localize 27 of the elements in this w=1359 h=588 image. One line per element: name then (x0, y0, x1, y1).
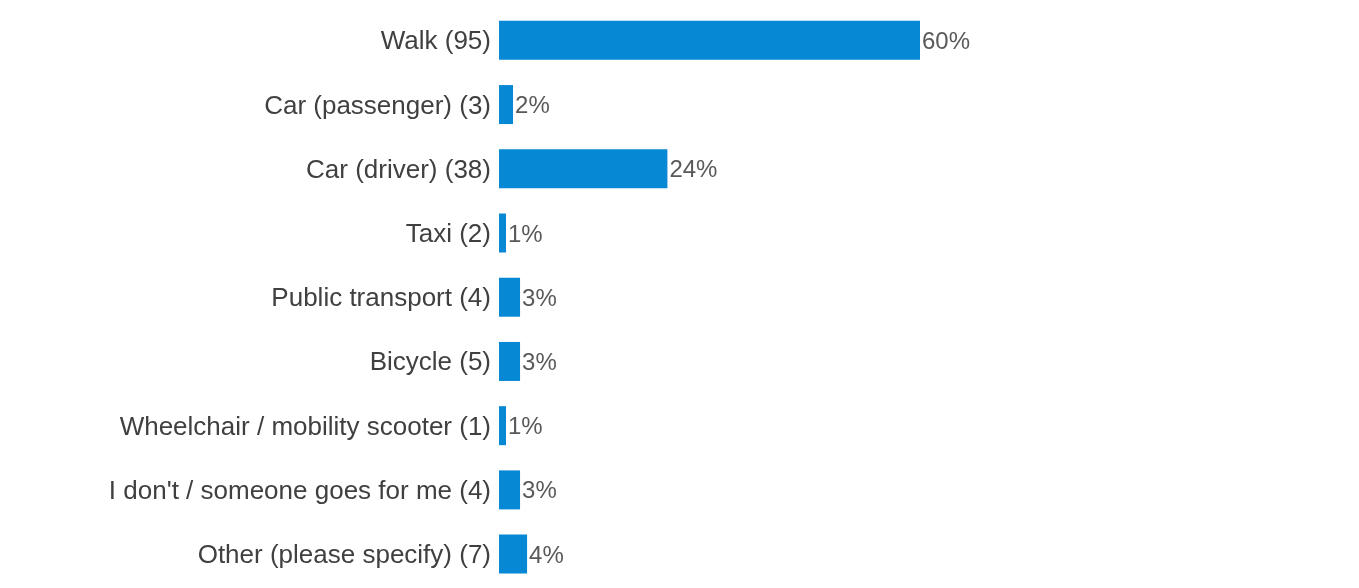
y-tick-label: Walk (95) (380, 25, 491, 56)
y-tick-label: I don't / someone goes for me (4) (108, 474, 491, 505)
bar (499, 341, 521, 381)
data-label: 3% (522, 283, 557, 311)
y-tick-label: Other (please specify) (7) (197, 539, 491, 570)
data-label: 1% (508, 219, 543, 247)
bar (499, 277, 521, 317)
data-label: 1% (508, 412, 543, 440)
data-label: 4% (529, 540, 564, 568)
bar (499, 534, 528, 574)
data-label: 3% (522, 476, 557, 504)
bar (499, 20, 920, 60)
bar (499, 213, 507, 253)
data-label: 2% (515, 91, 550, 119)
y-tick-label: Car (passenger) (3) (264, 89, 491, 120)
bar (499, 470, 521, 510)
data-label: 60% (922, 26, 971, 54)
data-label: 24% (669, 155, 718, 183)
bar (499, 149, 668, 189)
y-tick-label: Wheelchair / mobility scooter (1) (119, 410, 491, 441)
y-tick-label: Taxi (2) (405, 218, 491, 249)
y-tick-label: Car (driver) (38) (306, 153, 491, 184)
bar (499, 85, 514, 125)
y-tick-label: Bicycle (5) (369, 346, 491, 377)
y-tick-label: Public transport (4) (271, 282, 491, 313)
bar (499, 406, 507, 446)
data-label: 3% (522, 347, 557, 375)
